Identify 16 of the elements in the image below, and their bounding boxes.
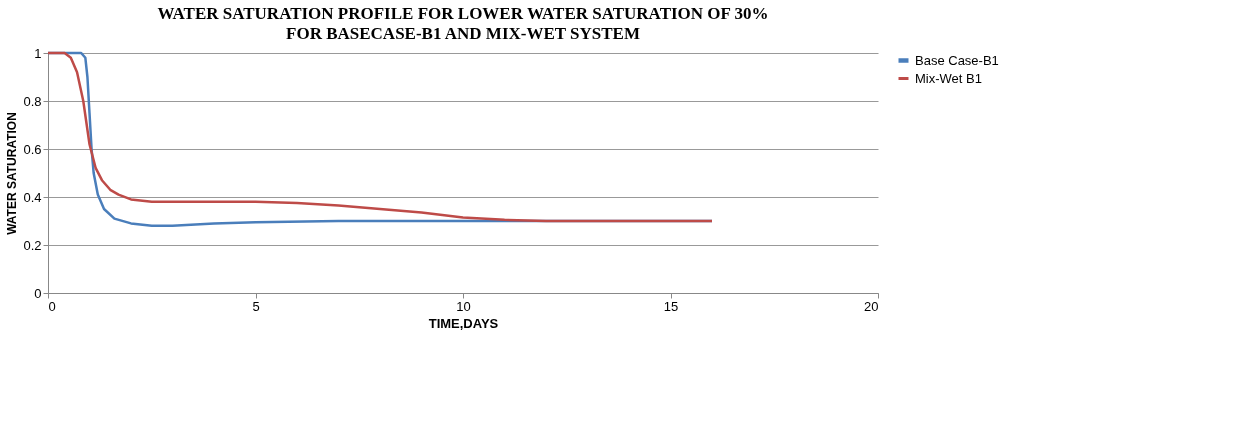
y-tick-label: 1 [34, 45, 42, 61]
y-tick-label: 0 [34, 285, 42, 301]
y-tick-label: 0.8 [23, 93, 42, 109]
y-tick-label: 0.6 [23, 141, 42, 157]
x-tick-label: 10 [456, 298, 471, 314]
y-axis-title: WATER SATURATION [5, 112, 20, 235]
x-tick-label: 5 [252, 298, 260, 314]
x-tick-label: 15 [663, 298, 679, 314]
y-tick-label: 0.2 [23, 237, 42, 253]
chart-title: WATER SATURATION PROFILE FOR LOWER WATER SATURATION OF 30% FOR BASECASE-B1 AND MIX-WET SYSTEM [157, 4, 769, 43]
x-axis-title: TIME,DAYS [428, 315, 499, 331]
x-tick-label: 0 [48, 298, 56, 314]
legend-label: Base Case-B1 [915, 52, 999, 68]
x-tick-label: 20 [864, 298, 879, 314]
y-tick-label: 0.4 [23, 189, 42, 205]
legend-label: Mix-Wet B1 [915, 70, 982, 86]
